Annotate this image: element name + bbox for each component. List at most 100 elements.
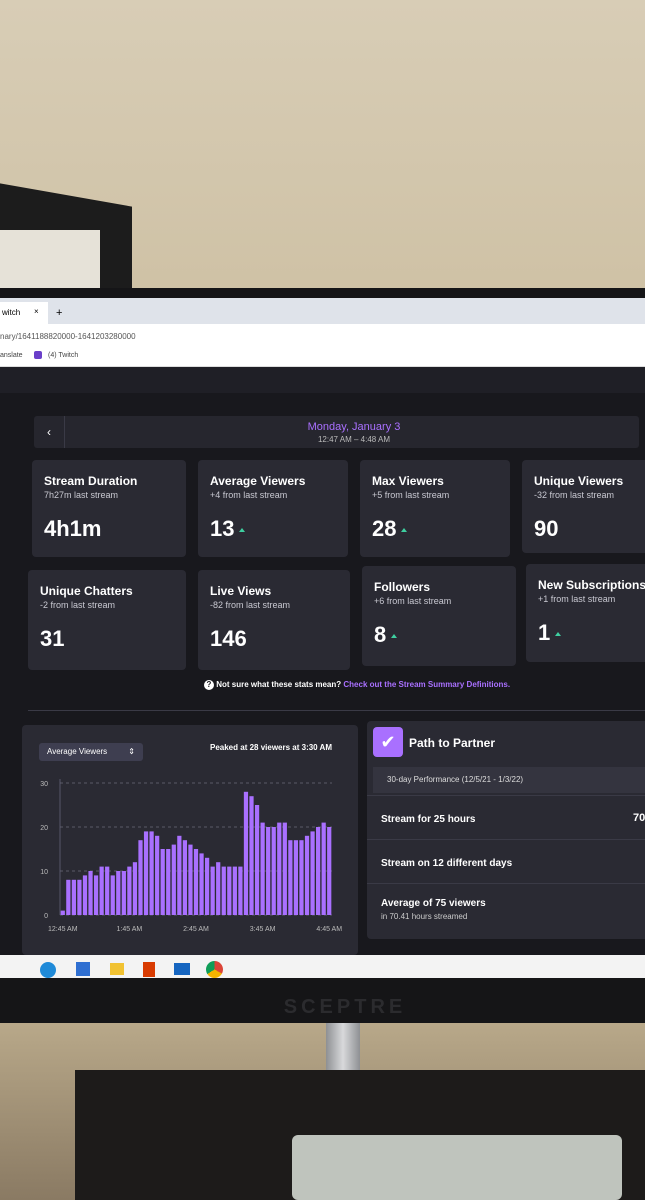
stat-card: Unique Chatters -2 from last stream 31 [28, 570, 186, 670]
twitch-nav [0, 367, 645, 393]
bar [127, 866, 132, 915]
stat-sub: +4 from last stream [210, 490, 288, 500]
bar [316, 827, 321, 915]
y-tick-label: 0 [44, 913, 48, 920]
trend-up [555, 632, 561, 636]
bar [254, 805, 260, 915]
chrome-icon[interactable] [206, 961, 223, 978]
stat-value: 13 [210, 516, 235, 541]
mail-icon[interactable] [174, 963, 190, 975]
dropdown-label: Average Viewers [47, 747, 108, 756]
stat-value: 28 [372, 516, 397, 541]
address-bar[interactable]: nary/1641188820000-1641203280000 [0, 324, 645, 346]
bar [227, 866, 232, 915]
bar [282, 822, 287, 915]
bar [60, 910, 65, 915]
bar [71, 879, 76, 915]
dropdown-arrow: ⇕ [128, 747, 135, 756]
row-sub: in 70.41 hours streamed [381, 912, 468, 921]
brand: SCEPTRE [283, 996, 407, 1018]
x-tick-label: 12:45 AM [48, 926, 78, 933]
stat-title: Max Viewers [372, 474, 444, 488]
bar [93, 875, 99, 915]
divider [28, 710, 645, 711]
bar [88, 871, 93, 915]
bar [177, 835, 182, 915]
chart-panel: Average Viewers ⇕ Peaked at 28 viewers at… [22, 725, 358, 955]
row-label: Average of 75 viewers [381, 898, 486, 909]
bar [293, 840, 299, 915]
edge-icon[interactable] [40, 962, 56, 978]
partner-row: Stream on 12 different days [367, 839, 645, 884]
bookmark[interactable]: (4) Twitch [48, 352, 79, 359]
tab-close[interactable]: × [34, 307, 39, 316]
bar [221, 866, 226, 915]
bar [277, 822, 282, 915]
bookmark[interactable]: anslate [0, 352, 23, 359]
explorer-icon[interactable] [110, 963, 124, 975]
bar [82, 875, 88, 915]
bar [310, 831, 315, 915]
bar [204, 857, 210, 915]
stat-card: Live Views -82 from last stream 146 [198, 570, 350, 670]
bar [116, 871, 121, 915]
back-button[interactable]: ‹ [34, 416, 65, 448]
stat-card: Max Viewers +5 from last stream 28 [360, 460, 510, 557]
x-tick-label: 2:45 AM [183, 926, 209, 933]
bar [105, 866, 110, 915]
store-icon[interactable] [76, 962, 90, 976]
url: nary/1641188820000-1641203280000 [0, 332, 136, 341]
trend-up [401, 528, 407, 532]
stat-sub: +1 from last stream [538, 594, 616, 604]
partner-icon: ✔ [373, 727, 403, 757]
date: Monday, January 3 [307, 421, 401, 433]
stand-base [292, 1135, 622, 1200]
bar [99, 866, 104, 915]
stat-title: Unique Viewers [534, 474, 624, 488]
bar [66, 879, 71, 915]
bookmarks-bar: anslate (4) Twitch [0, 346, 645, 367]
bar [321, 822, 326, 915]
date-header: ‹ Monday, January 3 12:47 AM – 4:48 AM [34, 416, 639, 448]
note: ? Not sure what these stats mean? Check … [204, 680, 510, 690]
row-value: 70 [633, 812, 645, 824]
note-link[interactable]: Check out the Stream Summary Definitions… [343, 680, 511, 689]
metric-dropdown[interactable]: Average Viewers ⇕ [39, 743, 143, 761]
stat-title: Stream Duration [44, 474, 138, 488]
stat-card: New Subscriptions +1 from last stream 1 [526, 564, 645, 662]
row-label: Stream for 25 hours [381, 814, 476, 825]
row-label: Stream on 12 different days [381, 858, 513, 869]
bar [243, 791, 249, 915]
bar [110, 875, 115, 915]
stat-card: Average Viewers +4 from last stream 13 [198, 460, 348, 557]
note-text: Not sure what these stats mean? [216, 680, 342, 689]
bar [210, 866, 215, 915]
partner-row: Stream for 25 hours 70 [367, 795, 645, 840]
stat-card: Followers +6 from last stream 8 [362, 566, 516, 666]
screen: witch × + nary/1641188820000-16412032800… [0, 298, 645, 978]
bar [232, 866, 237, 915]
x-tick-label: 1:45 AM [117, 926, 143, 933]
bar [77, 879, 82, 915]
taskbar [0, 955, 645, 978]
bar [260, 822, 265, 915]
bar [143, 831, 149, 915]
bar [166, 849, 171, 915]
office-icon[interactable] [143, 962, 155, 977]
bar [160, 849, 165, 915]
bar [249, 796, 254, 915]
tab-bar: witch × + [0, 298, 645, 324]
stat-sub: -82 from last stream [210, 600, 291, 610]
partner-panel: ✔ Path to Partner 30-day Performance (12… [367, 721, 645, 939]
bar [271, 827, 276, 915]
stat-title: Followers [374, 580, 431, 594]
new-tab[interactable]: + [56, 307, 63, 319]
time-range: 12:47 AM – 4:48 AM [317, 435, 391, 444]
trend-up [239, 528, 245, 532]
bar [193, 849, 199, 915]
y-tick-label: 30 [40, 781, 48, 788]
tab-title: witch [2, 308, 21, 317]
tab[interactable]: witch × [0, 302, 48, 324]
stat-value: 90 [534, 516, 559, 541]
